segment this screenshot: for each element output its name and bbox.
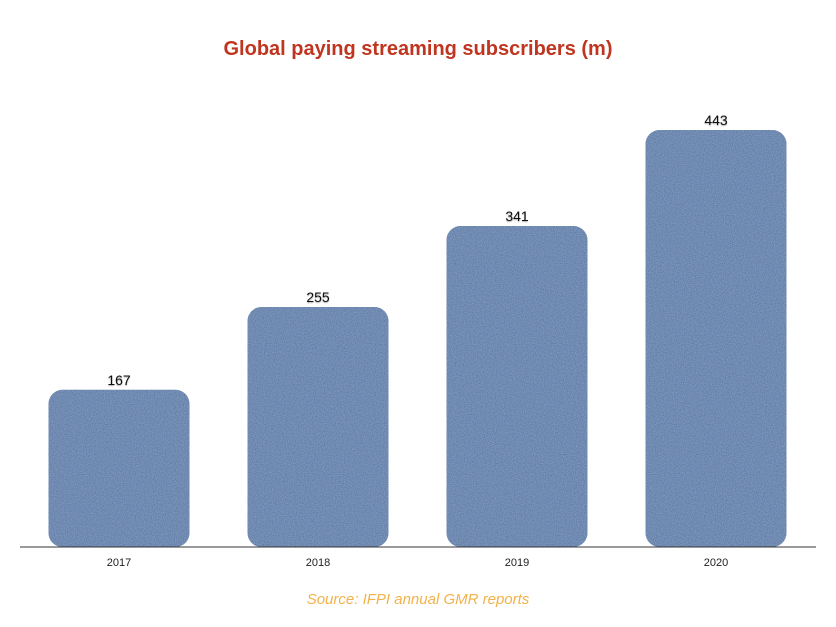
x-tick-label-2017: 2017 [107, 557, 131, 569]
data-label-2019: 341 [505, 208, 529, 224]
bars-group [48, 130, 787, 547]
data-label-2017: 167 [107, 372, 131, 388]
data-label-2018: 255 [306, 289, 330, 305]
x-tick-label-2020: 2020 [704, 557, 728, 569]
bar-2020 [645, 130, 787, 547]
data-label-2020: 443 [704, 112, 728, 128]
bar-2019 [446, 226, 588, 547]
labels-group: 167 2017 255 2018 341 2019 443 2020 [107, 112, 728, 569]
x-tick-label-2019: 2019 [505, 557, 529, 569]
chart-title: Global paying streaming subscribers (m) [223, 38, 613, 60]
bar-2018 [247, 306, 389, 547]
source-note: Source: IFPI annual GMR reports [306, 591, 530, 608]
x-tick-label-2018: 2018 [306, 557, 330, 569]
bar-2017 [48, 389, 190, 547]
